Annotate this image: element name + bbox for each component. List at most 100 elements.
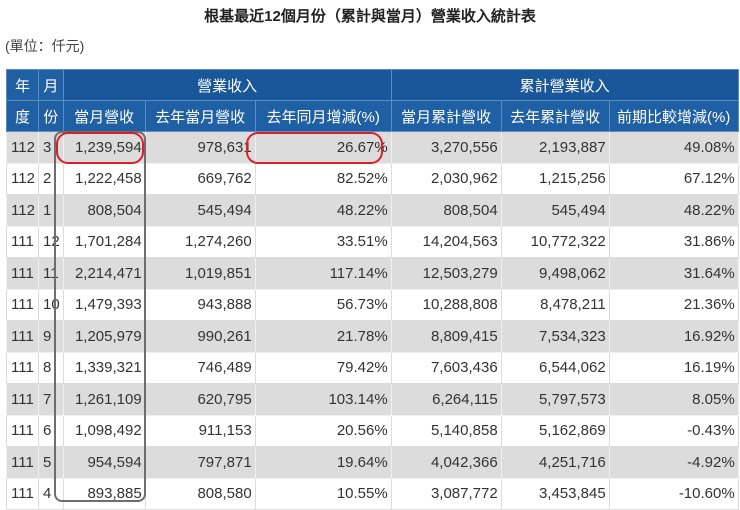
- table-row: 111 6 1,098,492 911,153 20.56% 5,140,858 5,162…: [6, 414, 739, 447]
- cell-cumulative-change: 48.22%: [608, 194, 739, 227]
- cell-cumulative: 7,603,436: [390, 351, 502, 384]
- cell-last-year-cumulative: 5,797,573: [500, 383, 610, 416]
- cell-yoy-change: 79.42%: [254, 351, 392, 384]
- cell-cumulative: 6,264,115: [390, 383, 502, 416]
- cell-last-year-cumulative: 6,544,062: [500, 351, 610, 384]
- cell-monthly-revenue: 2,214,471: [62, 257, 146, 290]
- cell-cumulative: 5,140,858: [390, 414, 502, 447]
- cell-monthly-revenue: 954,594: [62, 446, 146, 479]
- cell-last-year-cumulative: 5,162,869: [500, 414, 610, 447]
- cell-month: 9: [38, 320, 64, 353]
- cell-cumulative: 2,030,962: [390, 162, 502, 195]
- cell-cumulative: 808,504: [390, 194, 502, 227]
- header-cumulative-change: 前期比較增減(%): [608, 100, 739, 132]
- cell-monthly-revenue: 1,098,492: [62, 414, 146, 447]
- cell-cumulative: 10,288,808: [390, 288, 502, 321]
- header-last-year-cumulative: 去年累計營收: [500, 100, 610, 132]
- table-row: 112 1 808,504 545,494 48.22% 808,504 545,494 48…: [6, 194, 739, 227]
- cell-cumulative-change: 31.86%: [608, 225, 739, 258]
- unit-label: (單位：仟元): [5, 38, 85, 54]
- cell-month: 11: [38, 257, 64, 290]
- header-group-cumulative: 累計營業收入: [390, 69, 739, 101]
- cell-monthly-revenue: 1,239,594: [62, 131, 146, 164]
- cell-yoy-change: 33.51%: [254, 225, 392, 258]
- cell-year: 111: [6, 320, 39, 353]
- cell-last-year-monthly: 620,795: [144, 383, 256, 416]
- cell-yoy-change: 82.52%: [254, 162, 392, 195]
- cell-cumulative: 4,042,366: [390, 446, 502, 479]
- cell-last-year-monthly: 911,153: [144, 414, 256, 447]
- cell-last-year-cumulative: 10,772,322: [500, 225, 610, 258]
- cell-year: 112: [6, 131, 39, 164]
- cell-year: 111: [6, 288, 39, 321]
- cell-year: 111: [6, 414, 39, 447]
- cell-monthly-revenue: 1,701,284: [62, 225, 146, 258]
- cell-yoy-change: 117.14%: [254, 257, 392, 290]
- cell-last-year-cumulative: 3,453,845: [500, 477, 610, 510]
- cell-cumulative-change: -10.60%: [608, 477, 739, 510]
- header-last-year-monthly: 去年當月營收: [144, 100, 256, 132]
- revenue-table: 年 月 營業收入 累計營業收入 度 份 當月營收 去年當月營收 去年同月增減(%…: [6, 69, 739, 510]
- cell-year: 112: [6, 194, 39, 227]
- cell-yoy-change: 56.73%: [254, 288, 392, 321]
- cell-yoy-change: 21.78%: [254, 320, 392, 353]
- table-row: 112 3 1,239,594 978,631 26.67% 3,270,556 2,193…: [6, 131, 739, 164]
- table-row: 111 7 1,261,109 620,795 103.14% 6,264,115 5,79…: [6, 383, 739, 416]
- cell-month: 1: [38, 194, 64, 227]
- table-row: 111 5 954,594 797,871 19.64% 4,042,366 4,251,7…: [6, 446, 739, 479]
- cell-cumulative-change: -0.43%: [608, 414, 739, 447]
- cell-month: 5: [38, 446, 64, 479]
- header-yoy-change: 去年同月增減(%): [254, 100, 392, 132]
- page-title: 根基最近12個月份（累計與當月）營業收入統計表: [204, 8, 536, 25]
- cell-month: 2: [38, 162, 64, 195]
- table-row: 111 12 1,701,284 1,274,260 33.51% 14,204,563 1…: [6, 225, 739, 258]
- cell-last-year-cumulative: 2,193,887: [500, 131, 610, 164]
- cell-month: 10: [38, 288, 64, 321]
- table-row: 112 2 1,222,458 669,762 82.52% 2,030,962 1,215…: [6, 162, 739, 195]
- cell-monthly-revenue: 1,205,979: [62, 320, 146, 353]
- header-month-bottom: 份: [38, 100, 64, 132]
- table-row: 111 10 1,479,393 943,888 56.73% 10,288,808 8,4…: [6, 288, 739, 321]
- header-group-revenue: 營業收入: [62, 69, 392, 101]
- cell-yoy-change: 103.14%: [254, 383, 392, 416]
- cell-monthly-revenue: 893,885: [62, 477, 146, 510]
- cell-month: 8: [38, 351, 64, 384]
- cell-cumulative: 8,809,415: [390, 320, 502, 353]
- cell-yoy-change: 48.22%: [254, 194, 392, 227]
- cell-monthly-revenue: 1,479,393: [62, 288, 146, 321]
- cell-yoy-change: 26.67%: [254, 131, 392, 164]
- cell-last-year-cumulative: 9,498,062: [500, 257, 610, 290]
- cell-last-year-monthly: 943,888: [144, 288, 256, 321]
- cell-monthly-revenue: 1,339,321: [62, 351, 146, 384]
- cell-monthly-revenue: 1,222,458: [62, 162, 146, 195]
- table-row: 111 11 2,214,471 1,019,851 117.14% 12,503,279…: [6, 257, 739, 290]
- cell-year: 111: [6, 257, 39, 290]
- cell-month: 3: [38, 131, 64, 164]
- cell-year: 111: [6, 225, 39, 258]
- header-year-bottom: 度: [6, 100, 39, 132]
- header-monthly-revenue: 當月營收: [62, 100, 146, 132]
- table-row: 111 4 893,885 808,580 10.55% 3,087,772 3,453,8…: [6, 477, 739, 510]
- table-row: 111 9 1,205,979 990,261 21.78% 8,809,415 7,534…: [6, 320, 739, 353]
- cell-yoy-change: 19.64%: [254, 446, 392, 479]
- cell-month: 6: [38, 414, 64, 447]
- cell-cumulative: 3,270,556: [390, 131, 502, 164]
- cell-year: 112: [6, 162, 39, 195]
- cell-cumulative-change: 31.64%: [608, 257, 739, 290]
- cell-last-year-cumulative: 4,251,716: [500, 446, 610, 479]
- cell-year: 111: [6, 351, 39, 384]
- header-cumulative: 當月累計營收: [390, 100, 502, 132]
- cell-month: 12: [38, 225, 64, 258]
- cell-last-year-cumulative: 8,478,211: [500, 288, 610, 321]
- header-month-top: 月: [38, 69, 64, 101]
- cell-cumulative: 12,503,279: [390, 257, 502, 290]
- cell-year: 111: [6, 446, 39, 479]
- cell-cumulative-change: 8.05%: [608, 383, 739, 416]
- cell-cumulative-change: 49.08%: [608, 131, 739, 164]
- cell-last-year-monthly: 1,274,260: [144, 225, 256, 258]
- cell-last-year-monthly: 1,019,851: [144, 257, 256, 290]
- cell-yoy-change: 10.55%: [254, 477, 392, 510]
- cell-cumulative: 14,204,563: [390, 225, 502, 258]
- cell-yoy-change: 20.56%: [254, 414, 392, 447]
- cell-last-year-monthly: 669,762: [144, 162, 256, 195]
